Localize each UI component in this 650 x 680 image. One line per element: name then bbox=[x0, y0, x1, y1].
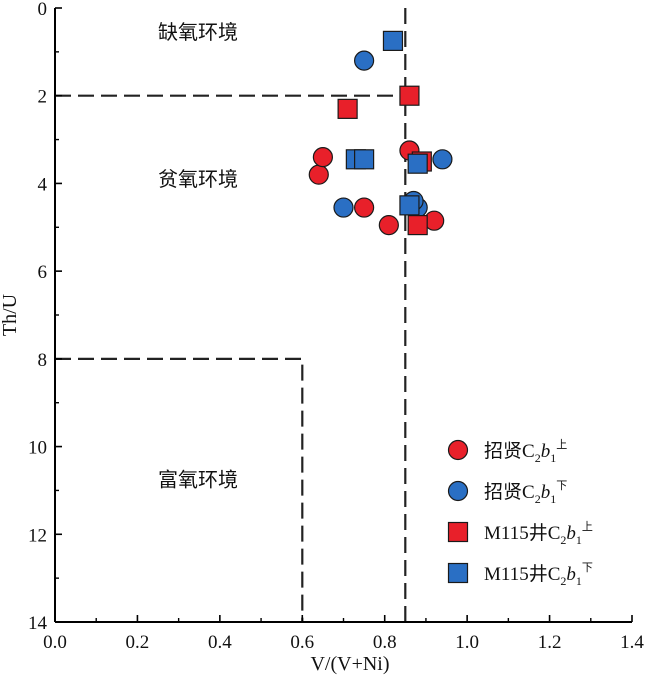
x-tick-label-7: 1.4 bbox=[620, 632, 644, 653]
data-point-s2-0 bbox=[337, 98, 358, 119]
y-tick-label-5: 10 bbox=[28, 438, 47, 459]
legend-marker-3 bbox=[447, 562, 469, 584]
data-point-s1-0 bbox=[354, 50, 375, 71]
data-point-s3-2 bbox=[354, 149, 375, 170]
y-tick-label-7: 14 bbox=[28, 613, 48, 634]
x-tick-label-5: 1.0 bbox=[455, 632, 479, 653]
data-point-s3-3 bbox=[407, 153, 428, 174]
y-tick-label-6: 12 bbox=[28, 525, 47, 546]
data-point-s2-1 bbox=[399, 85, 420, 106]
x-tick-label-4: 0.8 bbox=[373, 632, 397, 653]
y-tick-label-2: 4 bbox=[38, 174, 48, 195]
region-label-2: 富氧环境 bbox=[158, 467, 238, 491]
legend-marker-0 bbox=[447, 439, 469, 461]
data-point-s1-4 bbox=[432, 149, 453, 170]
data-point-s3-4 bbox=[399, 195, 420, 216]
legend-label-0: 招贤C2b1上 bbox=[484, 438, 567, 465]
y-tick-label-4: 8 bbox=[38, 350, 48, 371]
x-tick-label-0: 0.0 bbox=[43, 632, 67, 653]
y-tick-label-1: 2 bbox=[38, 87, 48, 108]
boundary-lines bbox=[55, 8, 407, 622]
data-point-s0-1 bbox=[312, 147, 333, 168]
y-tick-label-0: 0 bbox=[38, 0, 48, 20]
x-tick-label-6: 1.2 bbox=[538, 632, 562, 653]
y-axis-title: Th/U bbox=[0, 293, 21, 336]
legend-marker-2 bbox=[447, 521, 469, 543]
data-point-s2-3 bbox=[407, 214, 428, 236]
axes: 0.0 0.2 0.4 0.6 0.8 1.0 1.2 1.4 0 2 4 6 8 10 12 14 bbox=[28, 0, 644, 653]
data-point-s0-3 bbox=[378, 214, 399, 236]
x-tick-label-2: 0.4 bbox=[208, 632, 232, 653]
data-point-s1-1 bbox=[333, 197, 354, 218]
y-tick-label-3: 6 bbox=[38, 262, 48, 283]
legend-label-2: M115井C2b1上 bbox=[484, 520, 593, 547]
legend-label-3: M115井C2b1下 bbox=[484, 562, 593, 588]
data-point-s3-0 bbox=[382, 30, 404, 51]
x-tick-label-3: 0.6 bbox=[290, 632, 314, 653]
x-axis-title: V/(V+Ni) bbox=[310, 653, 389, 675]
boundary-line-2 bbox=[55, 357, 304, 622]
region-label-1: 贫氧环境 bbox=[158, 167, 238, 191]
data-point-s0-0 bbox=[308, 164, 329, 185]
data-points bbox=[308, 30, 453, 236]
data-point-s0-2 bbox=[354, 197, 375, 218]
legend-marker-1 bbox=[447, 480, 469, 502]
x-tick-label-1: 0.2 bbox=[126, 632, 150, 653]
region-label-0: 缺氧环境 bbox=[158, 20, 238, 44]
legend-label-1: 招贤C2b1下 bbox=[484, 480, 567, 506]
